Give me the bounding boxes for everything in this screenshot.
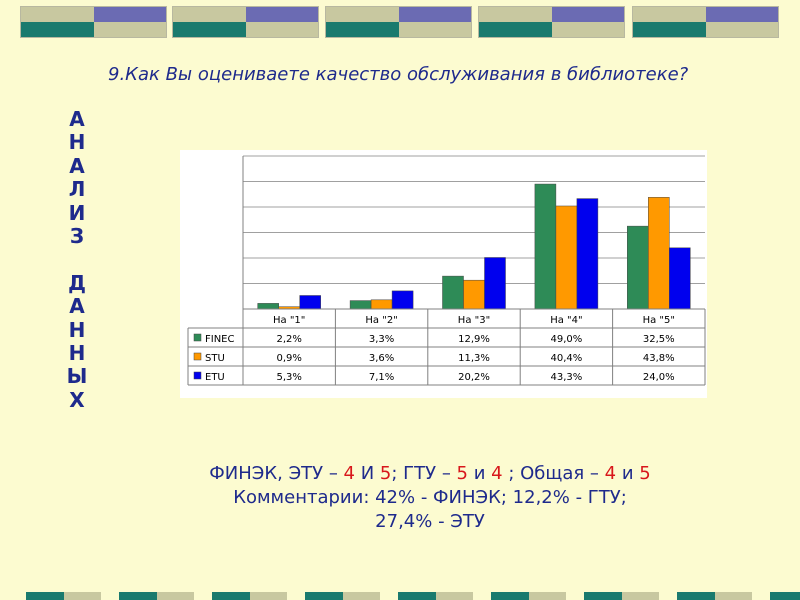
data-label: 5,3% <box>276 372 301 383</box>
x-tick-label: На "1" <box>273 315 305 326</box>
summary-comments-line-2: 27,4% - ЭТУ <box>375 511 485 532</box>
legend-label: ETU <box>205 372 225 383</box>
data-label: 2,2% <box>276 334 301 345</box>
vertical-title-letter: А <box>69 294 85 319</box>
summary-text: И <box>355 463 380 484</box>
data-label: 0,9% <box>276 353 301 364</box>
summary: ФИНЭК, ЭТУ – 4 И 5; ГТУ – 5 и 4 ; Общая … <box>150 462 710 534</box>
x-tick-label: На "2" <box>365 315 397 326</box>
border-tile <box>325 6 472 38</box>
summary-grade: 4 <box>604 463 617 484</box>
bar-etu <box>484 257 506 310</box>
vertical-title-letter: Н <box>68 317 86 342</box>
vertical-title-spacer <box>60 248 94 271</box>
data-label: 43,8% <box>643 353 675 364</box>
summary-comments-line: Комментарии: 42% - ФИНЭК; 12,2% - ГТУ; <box>233 487 627 508</box>
legend-swatch-etu <box>193 371 202 380</box>
summary-text: и <box>468 463 492 484</box>
summary-grade: 4 <box>491 463 503 484</box>
vertical-title-letter: Н <box>68 130 86 155</box>
border-tile <box>770 592 800 600</box>
vertical-title-letter: Л <box>68 177 86 202</box>
data-label: 43,3% <box>551 372 583 383</box>
summary-text: и <box>616 463 640 484</box>
vertical-title-letter: Х <box>69 387 85 412</box>
data-label: 3,3% <box>369 334 394 345</box>
bar-stu <box>370 299 393 310</box>
border-tile <box>478 6 625 38</box>
border-tile <box>212 592 287 600</box>
summary-text: ; ГТУ – <box>391 463 457 484</box>
data-label: 20,2% <box>458 372 490 383</box>
vertical-title-letter: А <box>69 153 85 178</box>
data-label: 12,9% <box>458 334 490 345</box>
data-label: 11,3% <box>458 353 490 364</box>
border-tile <box>172 6 319 38</box>
vertical-title-letter: Ы <box>66 364 88 389</box>
chart-svg: На "1" На "2" На "3" На "4" На "5" FINEC 2,2% 3… <box>187 155 706 386</box>
x-tick-label: На "4" <box>550 315 582 326</box>
vertical-title-letter: Н <box>68 341 86 366</box>
bar-etu <box>669 247 691 310</box>
bar-etu <box>391 290 414 310</box>
data-label: 24,0% <box>643 372 675 383</box>
data-label: 32,5% <box>643 334 675 345</box>
bar-chart: На "1" На "2" На "3" На "4" На "5" FINEC 2,2% 3… <box>180 150 707 398</box>
vertical-title-letter: Д <box>68 270 86 295</box>
summary-grade: 5 <box>456 463 468 484</box>
border-tile <box>584 592 659 600</box>
border-tile <box>305 592 380 600</box>
legend-label: FINEC <box>205 334 235 345</box>
summary-text: ФИНЭК, ЭТУ – <box>209 463 344 484</box>
border-tile <box>632 6 779 38</box>
vertical-title-letter: З <box>69 224 85 249</box>
x-tick-label: На "3" <box>458 315 490 326</box>
data-label: 40,4% <box>551 353 583 364</box>
bar-finec <box>257 303 279 310</box>
vertical-title-letter: И <box>68 200 86 225</box>
x-tick-label: На "5" <box>643 315 675 326</box>
vertical-title-letter: А <box>69 107 85 131</box>
border-tile <box>398 592 473 600</box>
bar-finec <box>349 300 372 310</box>
summary-grade: 4 <box>343 463 355 484</box>
legend-swatch-stu <box>193 352 202 361</box>
legend-label: STU <box>205 353 225 364</box>
data-label: 49,0% <box>551 334 583 345</box>
bar-etu <box>576 198 599 310</box>
summary-grade: 5 <box>639 463 651 484</box>
bar-etu <box>299 295 321 310</box>
summary-grade: 5 <box>379 463 392 484</box>
legend-swatch-finec <box>193 333 202 342</box>
question-title: 9.Как Вы оцениваете качество обслуживани… <box>108 64 689 85</box>
data-label: 7,1% <box>369 372 394 383</box>
border-tile <box>26 592 101 600</box>
bar-finec <box>442 275 464 310</box>
border-tile <box>119 592 194 600</box>
bar-stu <box>648 197 670 310</box>
bar-stu <box>555 205 578 310</box>
vertical-title: А Н А Л И З Д А Н Н Ы Х <box>60 107 94 412</box>
border-tile <box>20 6 167 38</box>
summary-line-grades: ФИНЭК, ЭТУ – 4 И 5; ГТУ – 5 и 4 ; Общая … <box>150 462 710 486</box>
summary-text: ; Общая – <box>502 463 605 484</box>
border-tile <box>491 592 566 600</box>
bar-stu <box>463 279 485 310</box>
border-tile <box>677 592 752 600</box>
bar-finec <box>534 183 557 310</box>
bar-finec <box>627 225 649 310</box>
data-label: 3,6% <box>369 353 394 364</box>
